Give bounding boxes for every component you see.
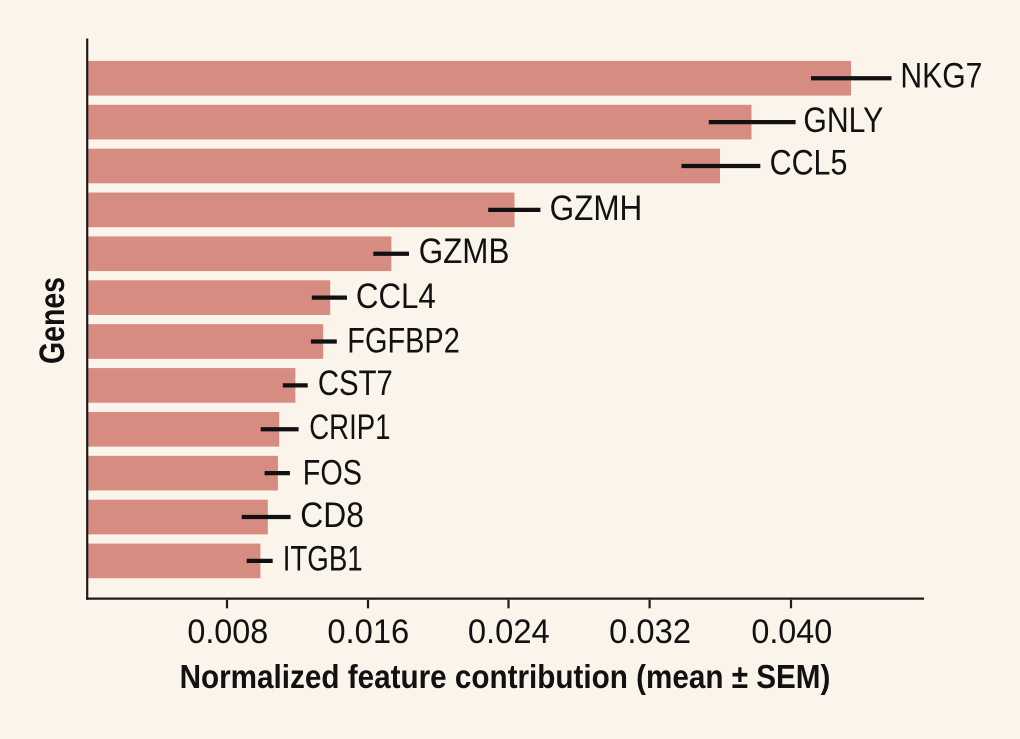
svg-text:CD8: CD8 (300, 496, 364, 535)
svg-text:CCL4: CCL4 (356, 277, 436, 316)
svg-text:CST7: CST7 (318, 364, 393, 403)
svg-text:0.024: 0.024 (468, 613, 550, 651)
svg-text:Genes: Genes (32, 277, 72, 364)
svg-text:0.032: 0.032 (609, 613, 691, 651)
svg-text:GNLY: GNLY (803, 101, 883, 140)
svg-text:Normalized feature contributio: Normalized feature contribution (mean ± … (180, 659, 831, 696)
svg-text:0.008: 0.008 (187, 613, 268, 651)
svg-text:FOS: FOS (303, 453, 362, 492)
svg-text:CRIP1: CRIP1 (309, 408, 390, 447)
svg-text:ITGB1: ITGB1 (283, 539, 363, 578)
svg-text:CCL5: CCL5 (770, 144, 848, 183)
svg-text:FGFBP2: FGFBP2 (347, 321, 460, 360)
svg-text:0.016: 0.016 (327, 613, 409, 651)
svg-text:NKG7: NKG7 (900, 57, 982, 96)
svg-text:GZMB: GZMB (419, 232, 510, 271)
svg-text:0.040: 0.040 (751, 613, 832, 651)
svg-text:GZMH: GZMH (550, 189, 643, 228)
